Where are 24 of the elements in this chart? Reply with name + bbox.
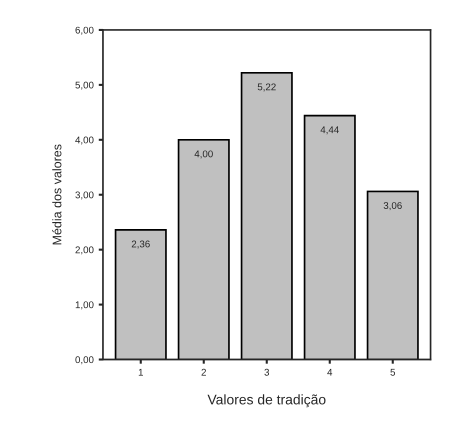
data-label: 5,22 (258, 83, 276, 92)
y-tick-label: 1,00 (76, 301, 94, 310)
x-tick-label: 5 (390, 368, 396, 376)
y-tick-label: 5,00 (75, 82, 94, 90)
y-tick-label: 4,00 (75, 136, 94, 145)
y-axis-title: Média dos valores (52, 144, 62, 244)
data-label: 2,36 (132, 240, 150, 249)
x-tick-label: 3 (264, 368, 270, 376)
bar (114, 229, 167, 360)
x-tick-label: 2 (202, 368, 206, 376)
data-label: 3,06 (384, 202, 402, 210)
bar (240, 72, 293, 360)
data-label: 4,44 (320, 126, 339, 134)
y-tick-label: 6,00 (76, 26, 94, 35)
data-label: 4,00 (194, 150, 213, 158)
bar (178, 138, 230, 360)
bar (366, 190, 419, 360)
x-tick-label: 1 (138, 368, 143, 376)
y-tick-label: 3,00 (75, 191, 94, 200)
bar (304, 114, 356, 360)
y-tick-label: 2,00 (76, 246, 94, 254)
y-tick-label: 0,00 (75, 356, 94, 364)
x-tick-label: 4 (327, 368, 332, 376)
x-axis-title: Valores de tradição (208, 394, 326, 408)
